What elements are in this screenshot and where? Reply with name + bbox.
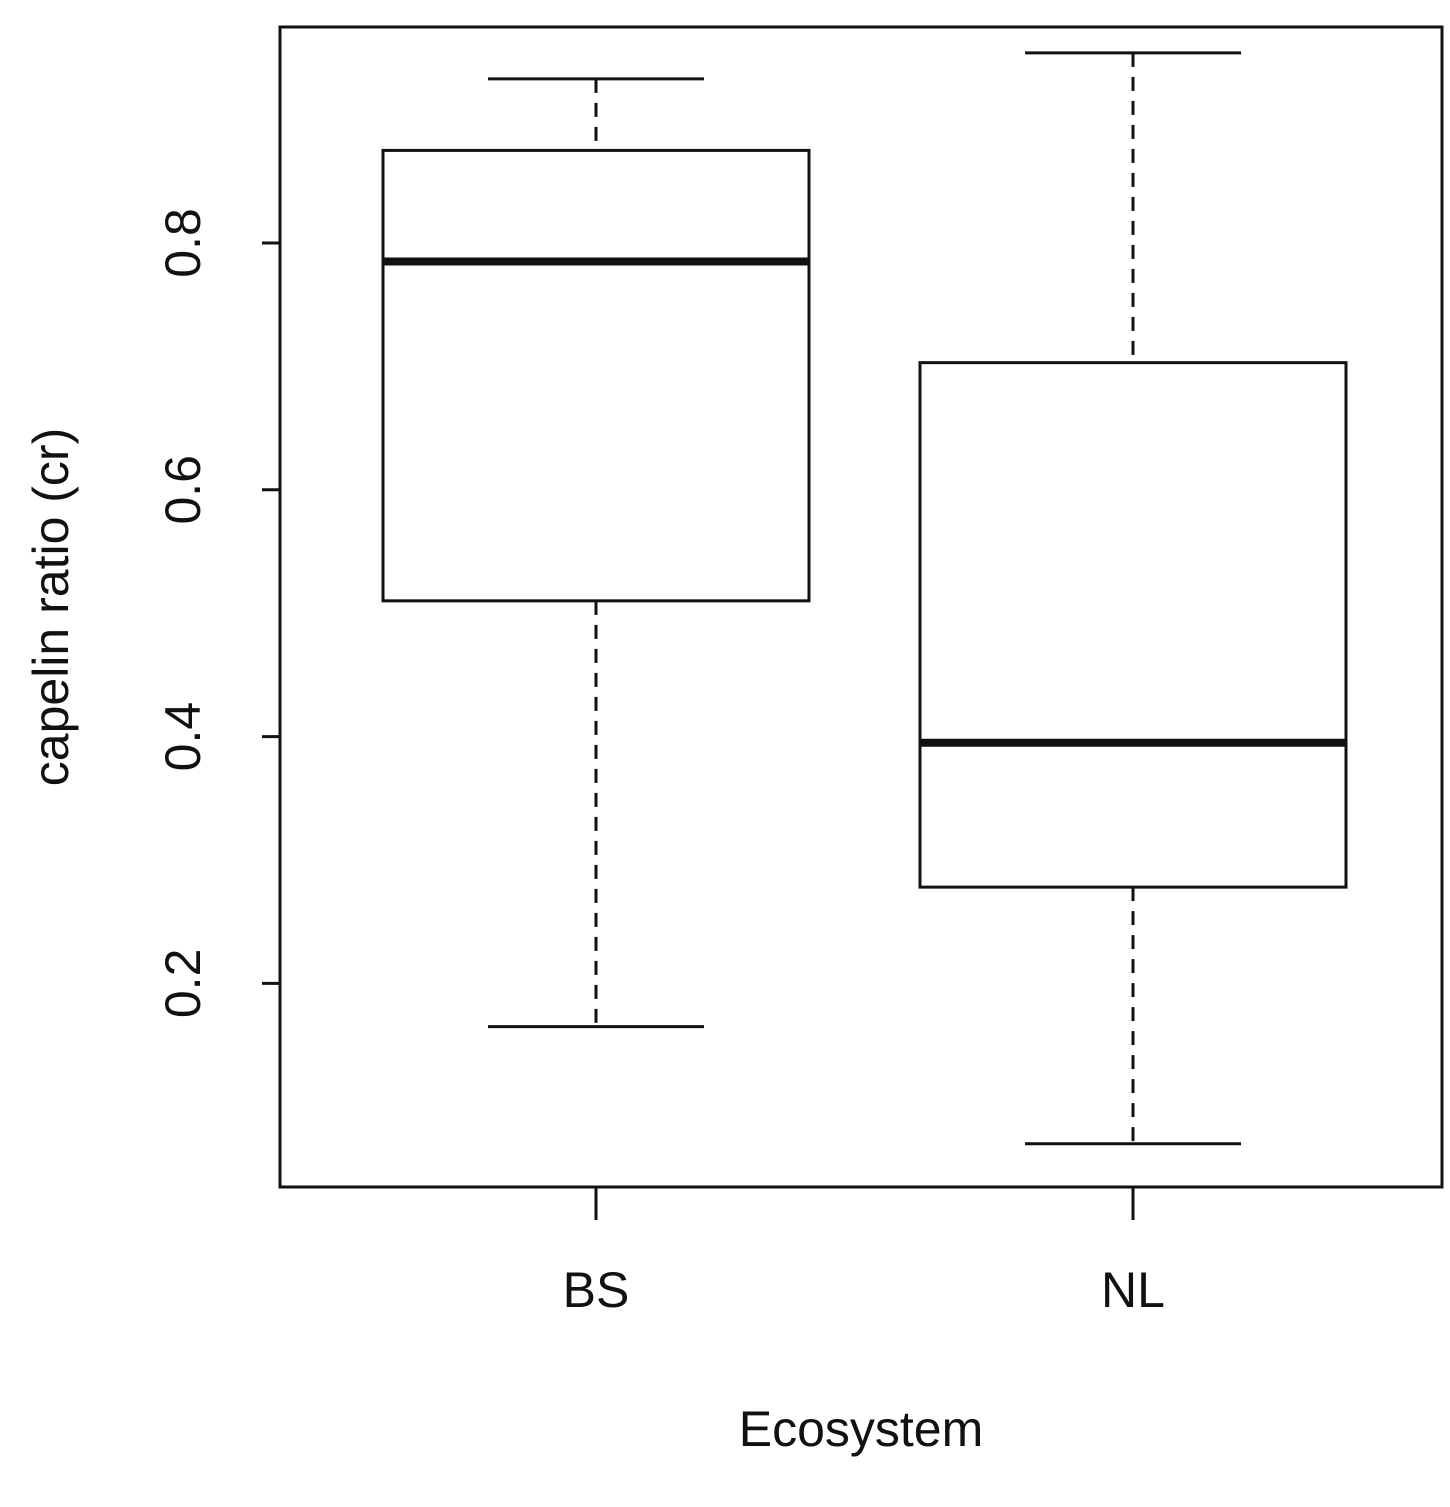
box-group-bs — [381, 77, 811, 1029]
box-group-nl — [918, 51, 1348, 1146]
x-axis: BS NL — [563, 1187, 1165, 1318]
y-tick-label: 0.8 — [155, 208, 211, 278]
y-tick-label: 0.4 — [155, 702, 211, 772]
iqr-box — [381, 148, 811, 603]
x-tick-label-nl: NL — [1101, 1262, 1165, 1318]
x-axis-label: Ecosystem — [739, 1401, 984, 1457]
plot-frame — [278, 25, 1444, 1189]
boxes-layer — [381, 51, 1348, 1146]
iqr-box — [918, 361, 1348, 889]
x-tick-label-bs: BS — [563, 1262, 630, 1318]
y-tick-label: 0.6 — [155, 455, 211, 525]
y-axis: 0.2 0.4 0.6 0.8 — [155, 208, 280, 1018]
y-tick-label: 0.2 — [155, 949, 211, 1019]
y-axis-label: capelin ratio (cr) — [23, 428, 79, 786]
